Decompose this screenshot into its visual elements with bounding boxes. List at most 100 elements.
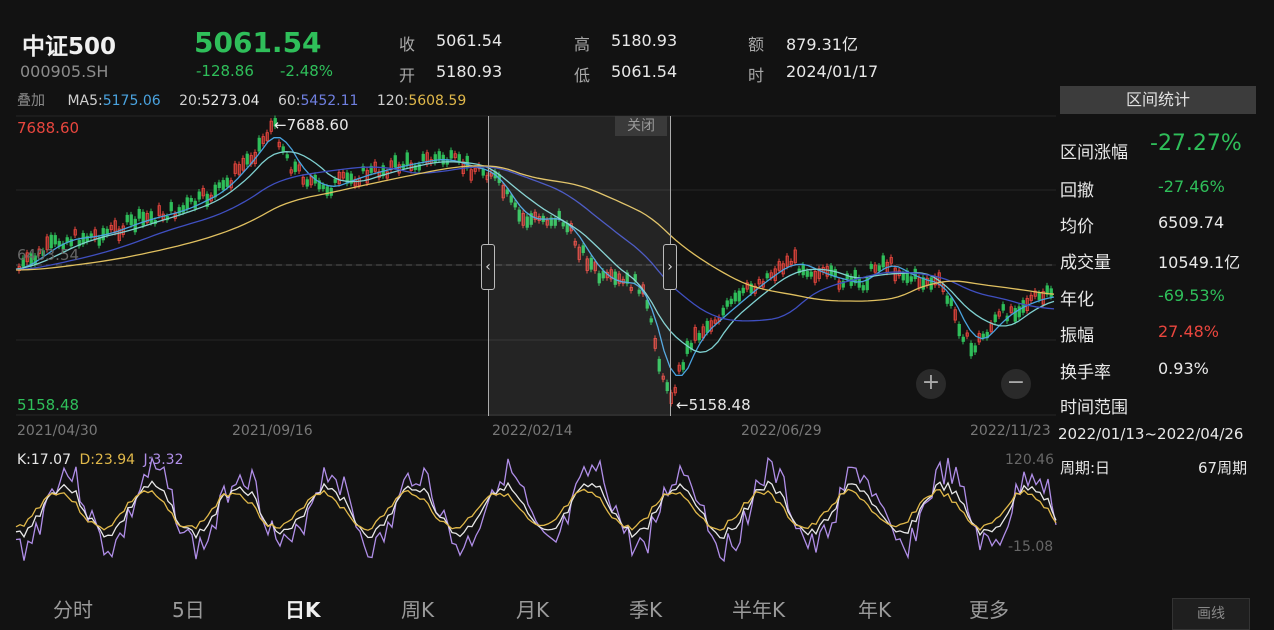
candle: [765, 273, 769, 279]
ma60-label: 60:: [277, 93, 301, 109]
open-value: 5180.93: [436, 62, 503, 81]
left-handle[interactable]: ‹: [481, 244, 495, 290]
candle: [473, 167, 477, 172]
tab-more[interactable]: 更多: [969, 598, 1009, 622]
candle: [117, 228, 121, 242]
time-value: 2024/01/17: [786, 62, 879, 81]
high-marker: ←7688.60: [274, 116, 349, 134]
candle: [273, 118, 277, 127]
current-price: 5061.54: [194, 26, 322, 59]
candle: [997, 311, 1001, 317]
candle: [525, 216, 529, 228]
candle: [177, 207, 181, 214]
zoom-in-button[interactable]: +: [916, 369, 946, 399]
candle: [617, 273, 621, 284]
candle: [145, 213, 149, 223]
candle: [581, 245, 585, 254]
tab-yearly-k[interactable]: 年K: [858, 598, 892, 622]
candle: [221, 180, 225, 190]
kdj-j: J:3.32: [143, 452, 184, 468]
ma5-line: [15, 137, 1055, 377]
candle: [21, 257, 25, 267]
open-label: 开: [399, 66, 416, 85]
ma120-line: [15, 165, 1055, 302]
candle: [921, 277, 925, 290]
candle: [413, 165, 417, 170]
candle: [1029, 294, 1033, 301]
candle: [825, 266, 829, 277]
tab-halfyear-k[interactable]: 半年K: [732, 598, 786, 622]
candle: [569, 223, 573, 232]
overlay-button[interactable]: 叠加: [17, 93, 45, 109]
candle: [1013, 308, 1017, 322]
zoom-out-button[interactable]: −: [1001, 369, 1031, 399]
panel-row-value: 10549.1亿: [1158, 253, 1241, 272]
candle: [73, 229, 77, 236]
candle: [733, 292, 737, 302]
candle: [957, 323, 961, 337]
candle: [1037, 292, 1041, 300]
candle: [241, 157, 245, 171]
candle: [197, 191, 201, 200]
panel-row-label: 年化: [1060, 290, 1094, 310]
kdj-chart[interactable]: [0, 455, 1058, 575]
candle: [181, 205, 185, 213]
candle: [561, 222, 565, 227]
candle: [297, 164, 301, 172]
candle: [637, 289, 641, 294]
close-selection-button[interactable]: 关闭: [615, 116, 667, 136]
candle: [509, 195, 513, 203]
low-value: 5061.54: [611, 62, 678, 81]
candle: [953, 309, 957, 321]
x-tick: 2022/11/23: [970, 423, 1051, 439]
candle: [521, 212, 525, 226]
candle: [237, 164, 241, 175]
candle: [737, 290, 741, 302]
candle: [49, 234, 53, 249]
candle: [889, 257, 893, 264]
candle: [137, 209, 141, 219]
tab-5day[interactable]: 5日: [172, 598, 205, 622]
candle: [965, 332, 969, 337]
candle: [745, 282, 749, 290]
candle: [481, 168, 485, 176]
candle: [1001, 304, 1005, 311]
candle: [53, 235, 57, 245]
period-value: 67周期: [1198, 459, 1248, 477]
ma120-label: 120:: [376, 93, 409, 109]
candle: [993, 314, 997, 323]
candle: [505, 189, 509, 195]
candle: [789, 260, 793, 265]
tab-weekly-k[interactable]: 周K: [401, 598, 435, 622]
candle: [77, 240, 81, 247]
candle: [593, 261, 597, 272]
right-handle[interactable]: ›: [663, 244, 677, 290]
candle: [697, 333, 701, 341]
draw-line-button[interactable]: 画线: [1172, 598, 1250, 630]
tab-daily-k[interactable]: 日K: [285, 598, 321, 622]
tab-intraday[interactable]: 分时: [53, 598, 93, 622]
candle: [797, 268, 801, 273]
panel-row-value: -69.53%: [1158, 286, 1225, 305]
candle: [437, 151, 441, 161]
candle: [157, 205, 161, 217]
candle: [713, 319, 717, 324]
candle: [337, 171, 341, 185]
ma60-line: [15, 166, 1055, 322]
candle: [201, 187, 205, 197]
chart-mid-label: 6403.54: [17, 246, 80, 264]
candle: [597, 273, 601, 284]
kdj-d: D:23.94: [79, 452, 136, 468]
candle: [193, 200, 197, 209]
arrow-left-icon: ←: [676, 396, 689, 414]
kline-chart[interactable]: [0, 110, 1058, 450]
candle: [109, 225, 113, 231]
tab-quarterly-k[interactable]: 季K: [629, 598, 663, 622]
range-selection[interactable]: [488, 116, 671, 416]
candle: [913, 268, 917, 280]
tab-monthly-k[interactable]: 月K: [516, 598, 550, 622]
candle: [149, 211, 153, 223]
panel-row-label: 换手率: [1060, 363, 1111, 383]
kdj-bottom-label: -15.08: [1008, 539, 1054, 555]
candle: [421, 153, 425, 162]
